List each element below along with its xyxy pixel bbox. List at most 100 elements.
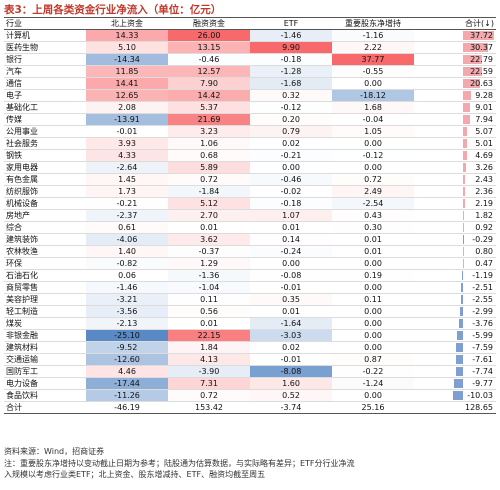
margin-value: 12.57 [168,65,250,78]
etf-value: 9.90 [250,41,332,54]
header-margin: 融资资金 [168,17,250,30]
industry-name: 石油石化 [4,269,86,282]
total-value: 37.72 [414,29,496,42]
table-row: 环保 -0.82 1.29 0.00 0.00 0.47 [4,257,496,270]
shareholder-value: -0.55 [332,65,414,78]
margin-value: 0.68 [168,149,250,162]
northbound-value: -46.19 [86,401,168,414]
industry-name: 电力设备 [4,377,86,390]
industry-name: 通信 [4,77,86,90]
industry-name: 有色金属 [4,173,86,186]
northbound-value: 3.93 [86,137,168,150]
total-bar [460,283,463,292]
header-industry: 行业 [4,17,86,30]
shareholder-value: 2.49 [332,185,414,198]
industry-name: 汽车 [4,65,86,78]
margin-value: 153.42 [168,401,250,414]
total-value: 9.28 [414,89,496,102]
total-bar [455,355,463,364]
total-bar [463,151,467,160]
total-value: -3.76 [414,317,496,330]
etf-value: -1.28 [250,65,332,78]
total-value: -10.03 [414,389,496,402]
total-bar [463,163,466,172]
industry-name: 医药生物 [4,41,86,54]
industry-name: 农林牧渔 [4,245,86,258]
total-bar [460,307,463,316]
industry-name: 传媒 [4,113,86,126]
total-value: -2.99 [414,305,496,318]
margin-value: 2.70 [168,209,250,222]
total-value: 30.37 [414,41,496,54]
margin-value: 5.37 [168,101,250,114]
table-title: 表3：上周各类资金行业净流入（单位：亿元） [4,4,222,16]
margin-value: 3.23 [168,125,250,138]
northbound-value: -0.82 [86,257,168,270]
northbound-value: 5.10 [86,41,168,54]
table-row: 传媒 -13.91 21.69 0.20 -0.04 7.94 [4,113,496,126]
etf-value: 0.01 [250,305,332,318]
northbound-value: -2.64 [86,161,168,174]
northbound-value: -17.44 [86,377,168,390]
etf-value: 0.02 [250,341,332,354]
table-row: 家用电器 -2.64 5.89 0.00 0.00 3.26 [4,161,496,174]
northbound-value: 0.06 [86,269,168,282]
total-bar [459,319,463,328]
total-bar [455,343,463,352]
shareholder-value: 0.01 [332,245,414,258]
etf-value: 0.14 [250,233,332,246]
total-bar [461,271,463,280]
northbound-value: -3.56 [86,305,168,318]
industry-name: 机械设备 [4,197,86,210]
table-row: 通信 14.41 7.90 -1.68 0.00 20.63 [4,77,496,90]
margin-value: 1.29 [168,257,250,270]
total-value: -7.74 [414,365,496,378]
total-bar [463,31,494,40]
total-value: -7.61 [414,353,496,366]
northbound-value: 4.33 [86,149,168,162]
shareholder-value: 0.43 [332,209,414,222]
margin-value: -1.36 [168,269,250,282]
etf-value: 0.52 [250,389,332,402]
footnote-line-1: 注：重要股东净增持以变动截止日期为参考；陆股通为估算数据，与实际略有差异；ETF… [4,458,355,468]
total-value: 5.07 [414,125,496,138]
industry-name: 计算机 [4,29,86,42]
etf-value: -3.74 [250,401,332,414]
table-row: 交通运输 -12.60 4.13 -0.01 0.87 -7.61 [4,353,496,366]
shareholder-value: 0.00 [332,257,414,270]
industry-name: 综合 [4,221,86,234]
total-value: 128.65 [414,401,496,414]
industry-name: 房地产 [4,209,86,222]
total-bar [463,127,468,136]
shareholder-value: -1.24 [332,377,414,390]
total-value: 5.01 [414,137,496,150]
industry-name: 煤炭 [4,317,86,330]
table-row: 综合 0.61 0.01 0.01 0.30 0.92 [4,221,496,234]
northbound-value: 11.85 [86,65,168,78]
margin-value: 3.62 [168,233,250,246]
total-value: 0.80 [414,245,496,258]
shareholder-value: 0.11 [332,293,414,306]
industry-name: 纺织服饰 [4,185,86,198]
etf-value: 0.00 [250,161,332,174]
total-bar [463,247,464,256]
etf-value: -0.08 [250,269,332,282]
table-row: 公用事业 -0.01 3.23 0.79 1.05 5.07 [4,125,496,138]
margin-value: 4.13 [168,353,250,366]
total-value: 22.79 [414,53,496,66]
margin-value: -0.37 [168,245,250,258]
total-value: -1.19 [414,269,496,282]
total-value: 4.69 [414,149,496,162]
northbound-value: -13.91 [86,113,168,126]
shareholder-value: 0.19 [332,269,414,282]
etf-value: -1.64 [250,317,332,330]
total-value: -2.51 [414,281,496,294]
header-northbound: 北上资金 [86,17,168,30]
northbound-value: 1.40 [86,245,168,258]
industry-name: 国防军工 [4,365,86,378]
industry-name: 电子 [4,89,86,102]
shareholder-value: -2.54 [332,197,414,210]
table-row: 建筑装饰 -4.06 3.62 0.14 0.01 -0.29 [4,233,496,246]
northbound-value: 4.46 [86,365,168,378]
table-row: 医药生物 5.10 13.15 9.90 2.22 30.37 [4,41,496,54]
